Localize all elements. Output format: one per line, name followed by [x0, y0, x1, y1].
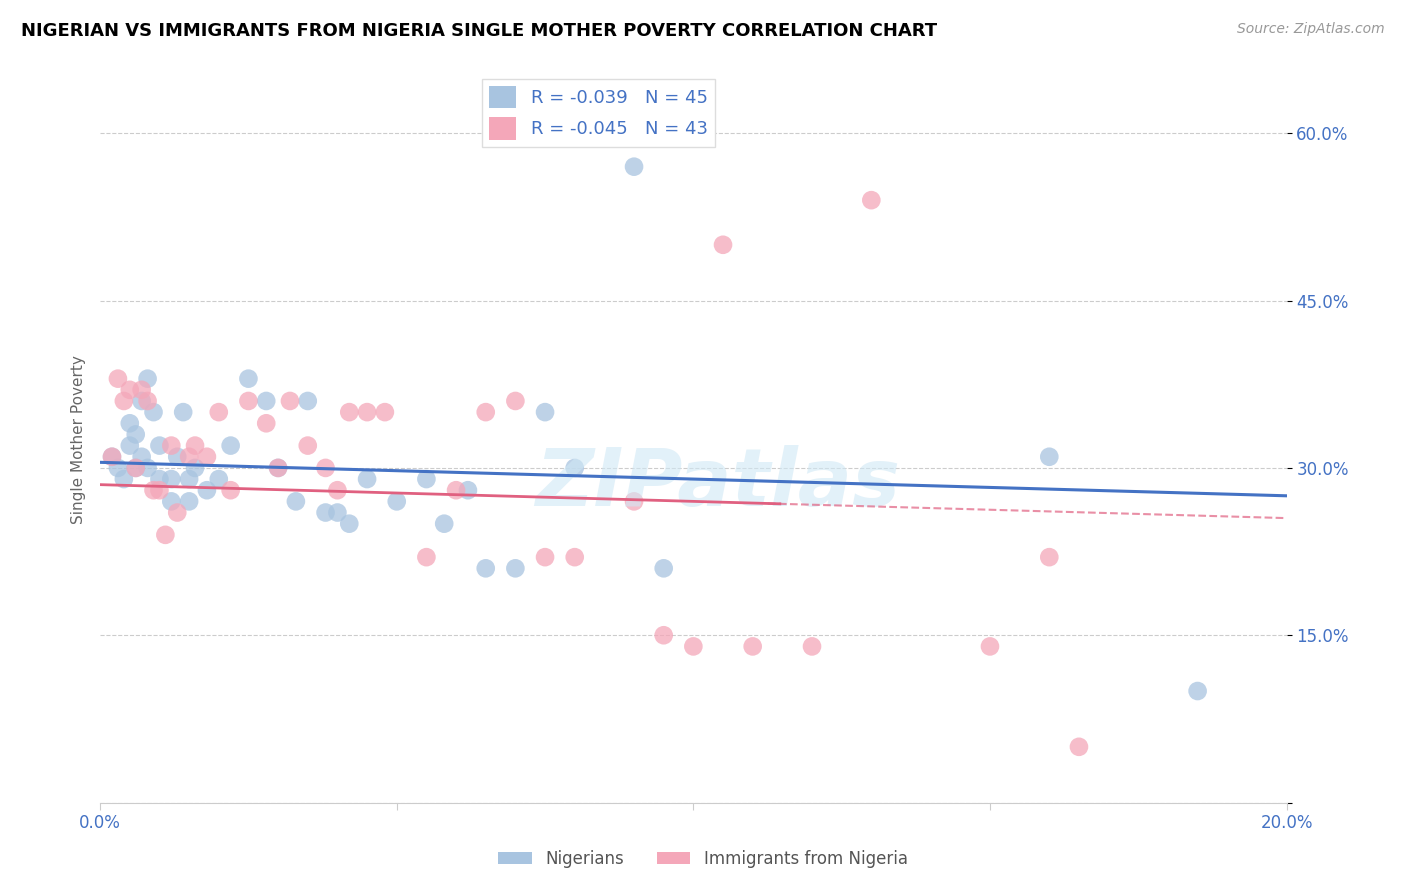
Point: [315, 461, 337, 475]
Point: [142, 405, 165, 419]
Point: [179, 450, 201, 464]
Point: [356, 472, 378, 486]
Point: [208, 405, 231, 419]
Point: [125, 427, 148, 442]
Point: [136, 372, 159, 386]
Point: [112, 472, 135, 486]
Point: [136, 394, 159, 409]
Point: [160, 439, 183, 453]
Point: [860, 193, 883, 207]
Point: [136, 461, 159, 475]
Point: [125, 461, 148, 475]
Point: [505, 394, 527, 409]
Point: [148, 439, 170, 453]
Point: [125, 461, 148, 475]
Point: [337, 405, 360, 419]
Point: [801, 640, 824, 654]
Point: [101, 450, 124, 464]
Point: [179, 472, 201, 486]
Point: [254, 417, 277, 431]
Point: [326, 506, 349, 520]
Point: [652, 628, 675, 642]
Point: [254, 394, 277, 409]
Point: [444, 483, 467, 498]
Point: [741, 640, 763, 654]
Point: [179, 494, 201, 508]
Point: [142, 483, 165, 498]
Point: [534, 405, 557, 419]
Point: [297, 439, 319, 453]
Point: [474, 561, 496, 575]
Text: Source: ZipAtlas.com: Source: ZipAtlas.com: [1237, 22, 1385, 37]
Point: [356, 405, 378, 419]
Point: [148, 472, 170, 486]
Y-axis label: Single Mother Poverty: Single Mother Poverty: [72, 356, 86, 524]
Point: [623, 160, 645, 174]
Point: [166, 450, 188, 464]
Point: [623, 494, 645, 508]
Point: [160, 494, 183, 508]
Point: [118, 417, 141, 431]
Point: [155, 528, 177, 542]
Point: [1187, 684, 1209, 698]
Point: [208, 472, 231, 486]
Point: [1038, 450, 1060, 464]
Point: [315, 506, 337, 520]
Point: [652, 561, 675, 575]
Legend: R = -0.039   N = 45, R = -0.045   N = 43: R = -0.039 N = 45, R = -0.045 N = 43: [482, 79, 714, 147]
Point: [101, 450, 124, 464]
Point: [564, 461, 586, 475]
Point: [415, 550, 437, 565]
Point: [534, 550, 557, 565]
Point: [219, 439, 242, 453]
Point: [415, 472, 437, 486]
Text: NIGERIAN VS IMMIGRANTS FROM NIGERIA SINGLE MOTHER POVERTY CORRELATION CHART: NIGERIAN VS IMMIGRANTS FROM NIGERIA SING…: [21, 22, 938, 40]
Point: [337, 516, 360, 531]
Point: [238, 394, 260, 409]
Point: [166, 506, 188, 520]
Point: [107, 461, 129, 475]
Point: [682, 640, 704, 654]
Point: [564, 550, 586, 565]
Point: [131, 450, 153, 464]
Point: [385, 494, 408, 508]
Point: [131, 394, 153, 409]
Point: [284, 494, 307, 508]
Point: [112, 394, 135, 409]
Point: [118, 439, 141, 453]
Point: [148, 483, 170, 498]
Point: [219, 483, 242, 498]
Point: [131, 383, 153, 397]
Point: [433, 516, 456, 531]
Point: [184, 439, 207, 453]
Point: [278, 394, 301, 409]
Point: [1067, 739, 1090, 754]
Point: [238, 372, 260, 386]
Point: [172, 405, 194, 419]
Point: [505, 561, 527, 575]
Point: [474, 405, 496, 419]
Point: [711, 237, 734, 252]
Point: [160, 472, 183, 486]
Point: [195, 450, 218, 464]
Point: [107, 372, 129, 386]
Point: [267, 461, 290, 475]
Legend: Nigerians, Immigrants from Nigeria: Nigerians, Immigrants from Nigeria: [492, 844, 914, 875]
Point: [297, 394, 319, 409]
Text: ZIPatlas: ZIPatlas: [534, 444, 900, 523]
Point: [1038, 550, 1060, 565]
Point: [374, 405, 396, 419]
Point: [118, 383, 141, 397]
Point: [326, 483, 349, 498]
Point: [267, 461, 290, 475]
Point: [184, 461, 207, 475]
Point: [979, 640, 1001, 654]
Point: [195, 483, 218, 498]
Point: [457, 483, 479, 498]
